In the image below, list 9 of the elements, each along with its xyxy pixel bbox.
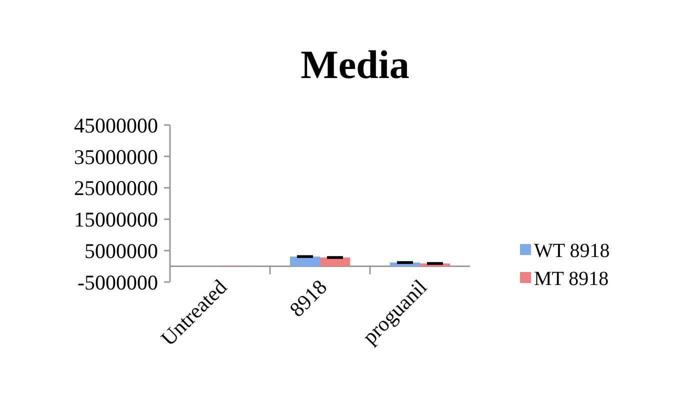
chart-title: Media bbox=[300, 42, 410, 87]
y-tick-label: 45000000 bbox=[74, 113, 158, 138]
y-tick-label: 5000000 bbox=[84, 238, 158, 263]
y-tick-label: 15000000 bbox=[74, 208, 158, 232]
legend-label: MT 8918 bbox=[534, 268, 609, 290]
y-tick-label: 25000000 bbox=[74, 176, 158, 200]
y-tick-label: 35000000 bbox=[74, 144, 158, 169]
legend-label: WT 8918 bbox=[534, 240, 610, 262]
y-tick-label: -5000000 bbox=[78, 270, 158, 294]
